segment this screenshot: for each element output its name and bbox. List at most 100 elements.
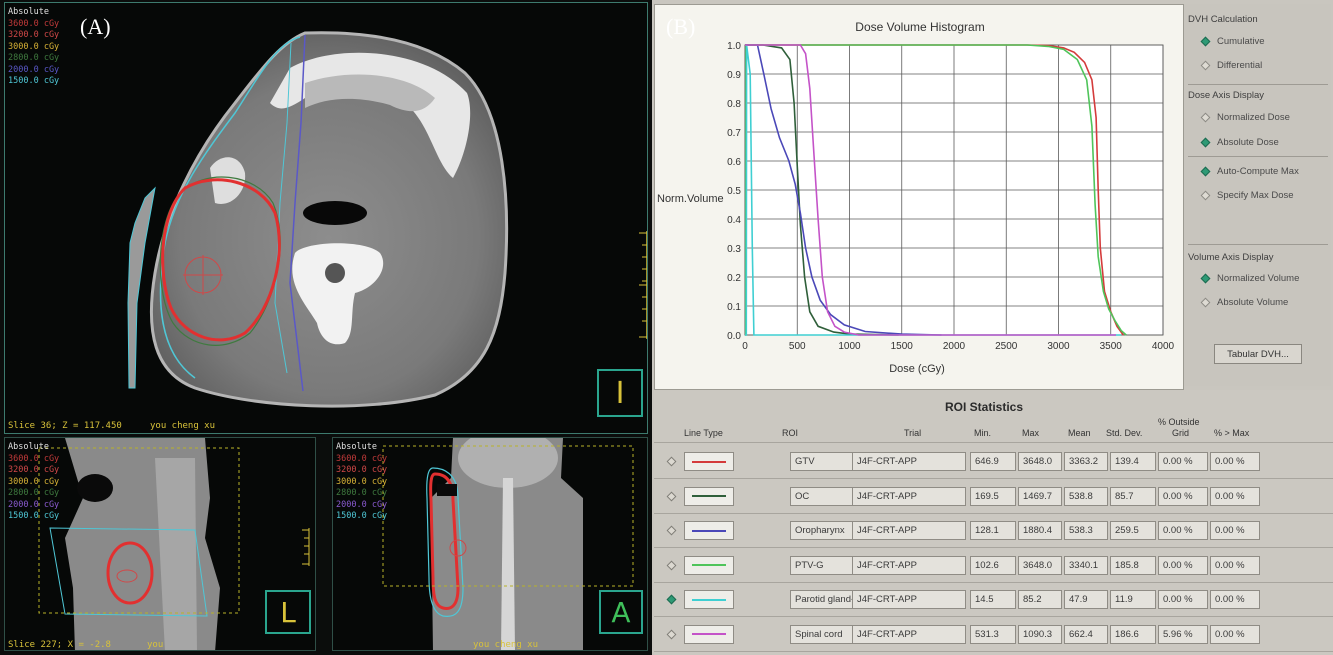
cell-std: 85.7 (1110, 486, 1156, 506)
roi-row-parotid-gland-l[interactable]: Parotid gland-L J4F-CRT-APP 14.5 85.2 47.9 11… (654, 590, 1333, 610)
roi-row-oropharynx[interactable]: Oropharynx J4F-CRT-APP 128.1 1880.4 538.3 259… (654, 521, 1333, 541)
option-label: Cumulative (1217, 36, 1265, 47)
cell-min: 169.5 (970, 486, 1016, 506)
cell-max: 3648.0 (1018, 452, 1062, 471)
absolute-volume-option[interactable]: Absolute Volume (1200, 297, 1288, 308)
row-divider (654, 547, 1333, 548)
line-type-swatch[interactable] (684, 521, 734, 540)
sagittal-isodose-legend: Absolute 3600.0 cGy 3200.0 cGy 3000.0 cG… (8, 442, 59, 523)
cell-outside: 0.00 % (1158, 521, 1208, 540)
sagittal-view[interactable]: Absolute 3600.0 cGy 3200.0 cGy 3000.0 cG… (4, 437, 316, 651)
dvh-line-oc (745, 44, 899, 336)
col-header-mean: Mean (1068, 428, 1091, 438)
isodose-label: 2000.0 cGy (336, 499, 388, 510)
x-tick-label: 500 (789, 341, 806, 352)
isodose-label: 1500.0 cGy (336, 511, 388, 521)
x-tick-label: 1500 (891, 341, 914, 352)
line-color-sample (692, 495, 726, 497)
tabular-dvh-button[interactable]: Tabular DVH... (1214, 344, 1302, 364)
divider (1188, 84, 1328, 85)
coronal-isodose-legend: Absolute 3600.0 cGy 3200.0 cGy 3000.0 cG… (336, 442, 387, 523)
line-type-swatch[interactable] (684, 486, 734, 506)
line-type-swatch[interactable] (684, 624, 734, 644)
cell-trial: J4F-CRT-APP (852, 521, 966, 540)
radio-unselected-icon (1200, 112, 1211, 123)
cell-std: 185.8 (1110, 555, 1156, 575)
isodose-label: 3600.0 cGy (8, 453, 60, 464)
radio-selected-icon (1200, 137, 1211, 148)
row-toggle-icon[interactable] (666, 560, 677, 570)
line-type-swatch[interactable] (684, 590, 734, 609)
x-tick-label: 3500 (1100, 341, 1123, 352)
row-selected-icon[interactable] (666, 594, 677, 605)
y-tick-label: 0.3 (727, 244, 741, 255)
row-divider (654, 478, 1333, 479)
roi-row-spinal-cord[interactable]: Spinal cord J4F-CRT-APP 531.3 1090.3 662.4 18… (654, 624, 1333, 645)
chart-title: Dose Volume Histogram (855, 20, 984, 34)
row-toggle-icon[interactable] (666, 629, 677, 639)
isodose-label: 2000.0 cGy (8, 64, 60, 75)
absolute-dose-option[interactable]: Absolute Dose (1200, 137, 1279, 148)
cell-trial: J4F-CRT-APP (852, 624, 966, 644)
header-divider (654, 442, 1333, 443)
cell-max: 1090.3 (1018, 624, 1062, 644)
legend-title: Absolute (336, 442, 377, 452)
orientation-indicator[interactable]: I (597, 369, 643, 417)
orientation-indicator[interactable]: A (599, 590, 643, 634)
normalized-dose-option[interactable]: Normalized Dose (1200, 112, 1290, 123)
dvh-tool-panel: (B) Dose Volume Histogram 0.0 0.1 0.2 0.3 0.… (652, 0, 1333, 655)
dvh-line-spinal-cord (745, 44, 1116, 336)
y-tick-label: 0.8 (727, 99, 741, 110)
x-tick-label: 2000 (943, 341, 966, 352)
differential-option[interactable]: Differential (1200, 60, 1263, 71)
divider (1188, 244, 1328, 245)
dvh-calc-title: DVH Calculation (1188, 14, 1258, 25)
col-header-line-type: Line Type (684, 428, 723, 438)
y-axis-label: Norm.Volume (657, 193, 724, 205)
isodose-label: 3000.0 cGy (8, 476, 60, 487)
orientation-indicator[interactable]: L (265, 590, 311, 634)
line-type-swatch[interactable] (684, 452, 734, 471)
patient-name: you cheng xu (150, 421, 216, 431)
cell-gtmax: 0.00 % (1210, 624, 1260, 644)
auto-compute-max-option[interactable]: Auto-Compute Max (1200, 166, 1299, 177)
row-toggle-icon[interactable] (666, 456, 677, 467)
dvh-line-parotid-gland-l (745, 44, 1122, 336)
line-type-swatch[interactable] (684, 555, 734, 575)
cell-std: 11.9 (1110, 590, 1156, 609)
row-divider (654, 616, 1333, 617)
row-divider (654, 581, 1333, 583)
radio-unselected-icon (1200, 297, 1211, 308)
cumulative-option[interactable]: Cumulative (1200, 36, 1265, 47)
cell-mean: 47.9 (1064, 590, 1108, 609)
isodose-label: 3600.0 cGy (8, 18, 60, 29)
coronal-view[interactable]: Absolute 3600.0 cGy 3200.0 cGy 3000.0 cG… (332, 437, 648, 651)
isodose-label: 1500.0 cGy (8, 511, 60, 521)
cell-outside: 0.00 % (1158, 590, 1208, 609)
isodose-label: 1500.0 cGy (8, 76, 60, 86)
cell-trial: J4F-CRT-APP (852, 555, 966, 575)
roi-row-gtv[interactable]: GTV J4F-CRT-APP 646.9 3648.0 3363.2 139.4 0.00… (654, 452, 1333, 472)
col-header-grid: Grid (1172, 428, 1190, 438)
option-label: Normalized Volume (1217, 273, 1300, 284)
option-label: Absolute Dose (1217, 137, 1279, 148)
roi-row-oc[interactable]: OC J4F-CRT-APP 169.5 1469.7 538.8 85.7 0.00 % 0… (654, 486, 1333, 507)
normalized-volume-option[interactable]: Normalized Volume (1200, 273, 1300, 284)
slice-info: Slice 36; Z = 117.450 (8, 421, 122, 431)
isodose-label: 2000.0 cGy (8, 499, 60, 510)
y-tick-label: 0.5 (727, 186, 741, 197)
row-toggle-icon[interactable] (666, 525, 677, 536)
volume-axis-title: Volume Axis Display (1188, 252, 1274, 263)
patient-name: you (147, 640, 164, 650)
option-label: Differential (1217, 60, 1263, 71)
isodose-label: 2800.0 cGy (8, 488, 60, 498)
roi-row-ptv-g[interactable]: PTV-G J4F-CRT-APP 102.6 3648.0 3340.1 185.8 0.… (654, 555, 1333, 576)
row-divider (654, 650, 1333, 652)
cell-outside: 0.00 % (1158, 486, 1208, 506)
specify-max-dose-option[interactable]: Specify Max Dose (1200, 190, 1294, 201)
row-toggle-icon[interactable] (666, 491, 677, 501)
axial-view[interactable]: Absolute 3600.0 cGy 3200.0 cGy 3000.0 cG… (4, 2, 648, 434)
cell-max: 85.2 (1018, 590, 1062, 609)
coronal-image (382, 438, 634, 650)
radio-selected-icon (1200, 273, 1211, 284)
